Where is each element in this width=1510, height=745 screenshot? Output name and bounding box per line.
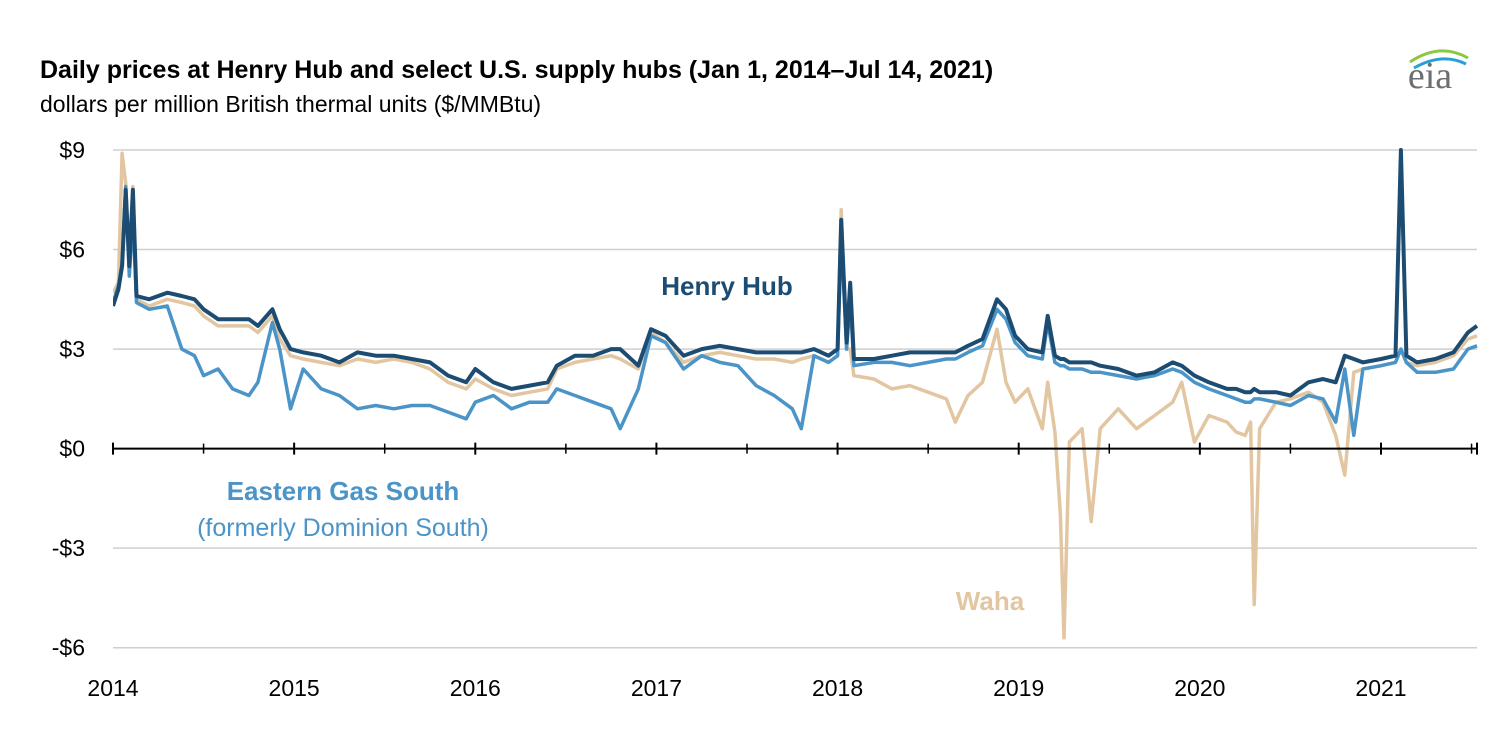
chart-title: Daily prices at Henry Hub and select U.S… bbox=[40, 56, 993, 84]
grid bbox=[113, 149, 1477, 649]
y-tick-label: $0 bbox=[59, 436, 85, 462]
y-tick-label: -$6 bbox=[52, 635, 85, 661]
series-label: Eastern Gas South bbox=[227, 476, 460, 506]
x-tick-label: 2016 bbox=[450, 675, 501, 701]
x-tick-label: 2018 bbox=[812, 675, 863, 701]
chart-subtitle: dollars per million British thermal unit… bbox=[40, 91, 541, 117]
x-tick-label: 2015 bbox=[269, 675, 320, 701]
logo-arc bbox=[1413, 57, 1467, 70]
y-tick-label: $6 bbox=[59, 237, 85, 263]
series-label: Waha bbox=[956, 586, 1025, 616]
annotation: (formerly Dominion South) bbox=[197, 514, 489, 542]
y-tick-label: -$3 bbox=[52, 535, 85, 561]
x-tick-label: 2020 bbox=[1174, 675, 1225, 701]
x-tick-label: 2021 bbox=[1355, 675, 1406, 701]
series-line bbox=[113, 184, 1478, 438]
axes: -$6 -$3 $0 $3 $6 $9 2014 2015 2016 2017 2018 2019 20… bbox=[52, 137, 1478, 701]
logo-arc bbox=[1409, 49, 1469, 64]
x-tick-label: 2017 bbox=[631, 675, 682, 701]
x-tick-label: 2014 bbox=[87, 675, 138, 701]
series-label: Henry Hub bbox=[661, 271, 792, 301]
plot-area bbox=[113, 148, 1479, 640]
x-tick-label: 2019 bbox=[993, 675, 1044, 701]
y-tick-label: $3 bbox=[59, 336, 85, 362]
series-line bbox=[113, 148, 1479, 398]
y-tick-label: $9 bbox=[59, 137, 85, 163]
series-line bbox=[113, 151, 1478, 640]
